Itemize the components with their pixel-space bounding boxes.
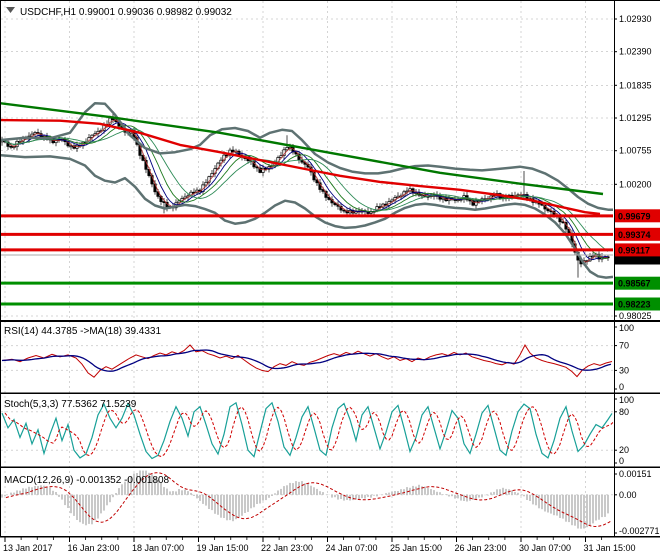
macd-layer — [1, 470, 613, 529]
y-tick-label: 1.01295 — [619, 113, 652, 123]
candle-body — [69, 145, 73, 148]
date-label: 19 Jan 15:00 — [197, 543, 249, 553]
date-label: 18 Jan 07:00 — [132, 543, 184, 553]
y-tick-label: 1.02930 — [619, 14, 652, 24]
candle-body — [327, 197, 331, 200]
scale-label: -0.002771 — [619, 526, 660, 536]
rsi-layer — [1, 343, 613, 378]
candle-body — [345, 210, 349, 214]
candle-body — [420, 194, 424, 197]
date-label: 13 Jan 2017 — [3, 543, 53, 553]
scale-label: 0 — [619, 382, 624, 392]
scale-label: 20 — [619, 445, 629, 455]
stoch-signal-line — [4, 406, 613, 457]
date-label: 31 Jan 15:00 — [584, 543, 636, 553]
scale-label: 100 — [619, 395, 634, 405]
candle-body — [474, 201, 478, 206]
stoch-main-line — [1, 401, 613, 460]
scale-label: 0.00 — [619, 490, 637, 500]
y-tick-label: 1.00200 — [619, 179, 652, 189]
price-level-badge-bg — [615, 243, 660, 257]
stoch-layer — [1, 401, 613, 460]
macd-label: MACD(12,26,9) -0.001352 -0.001808 — [4, 475, 170, 486]
candle-body — [342, 209, 346, 212]
stoch-label: Stoch(5,3,3) 77.5362 71.5239 — [4, 399, 137, 410]
ma-red-line — [1, 118, 601, 216]
chart-title: USDCHF,H1 0.99001 0.99036 0.98982 0.9903… — [20, 7, 232, 18]
y-tick-label: 1.00755 — [619, 146, 652, 156]
scale-label: 70 — [619, 341, 629, 351]
candle-body — [546, 208, 550, 212]
price-level-badge-label: 0.99679 — [618, 211, 651, 221]
candle-body — [261, 167, 265, 173]
scale-label: 30 — [619, 365, 629, 375]
scale-label: 100 — [619, 323, 634, 333]
y-tick-label: 1.01835 — [619, 80, 652, 90]
candle-body — [333, 202, 337, 205]
candle-body — [141, 155, 145, 161]
ma-fan-line — [1, 125, 609, 259]
band-lower-line — [1, 154, 613, 279]
price-level-badge-label: 0.99117 — [618, 245, 650, 255]
y-tick-label: 0.98025 — [619, 311, 652, 321]
scale-label: 80 — [619, 407, 629, 417]
date-label: 24 Jan 07:00 — [326, 543, 378, 553]
price-level-badge-label: 0.98567 — [618, 279, 651, 289]
dropdown-arrow-icon[interactable] — [6, 7, 15, 13]
candle-body — [54, 139, 58, 144]
candle-body — [285, 147, 289, 151]
candle-body — [156, 191, 160, 197]
candle-body — [258, 167, 262, 173]
candle-body — [9, 145, 13, 148]
scale-label: 0 — [619, 456, 624, 466]
rsi-label: RSI(14) 44.3785 ->MA(18) 39.4331 — [4, 326, 161, 337]
date-label: 26 Jan 23:00 — [455, 543, 507, 553]
price-level-badge-bg — [615, 209, 660, 223]
price-level-badge-label: 0.99374 — [618, 230, 651, 240]
price-level-badge-bg — [615, 276, 660, 290]
current-price-badge-label: 0.99032 — [618, 254, 651, 264]
ma-fan-line — [1, 128, 609, 252]
date-label: 25 Jan 15:00 — [390, 543, 442, 553]
candle-body — [441, 197, 445, 200]
band-upper-line — [1, 101, 613, 211]
price-level-badge-bg — [615, 297, 660, 311]
candle-body — [231, 149, 235, 153]
price-level-badge-bg — [615, 227, 660, 241]
rsi-ma-line — [1, 349, 612, 372]
candle-body — [177, 200, 181, 204]
grid-layer — [1, 1, 614, 536]
y-tick-label: 1.02390 — [619, 47, 652, 57]
date-label: 30 Jan 07:00 — [519, 543, 571, 553]
scale-label: 0.00151 — [619, 469, 652, 479]
ma-green-line — [1, 102, 604, 196]
candle-body — [471, 200, 475, 206]
rsi-line — [1, 343, 613, 378]
price-level-badge-label: 0.98223 — [618, 300, 651, 310]
candle-body — [6, 141, 10, 147]
candles-series — [1, 111, 610, 278]
main-chart-layer — [1, 101, 613, 279]
macd-signal-line — [5, 472, 613, 528]
date-label: 22 Jan 23:00 — [261, 543, 313, 553]
frame-layer — [0, 0, 660, 538]
date-label: 16 Jan 23:00 — [68, 543, 120, 553]
candle-body — [90, 134, 94, 138]
